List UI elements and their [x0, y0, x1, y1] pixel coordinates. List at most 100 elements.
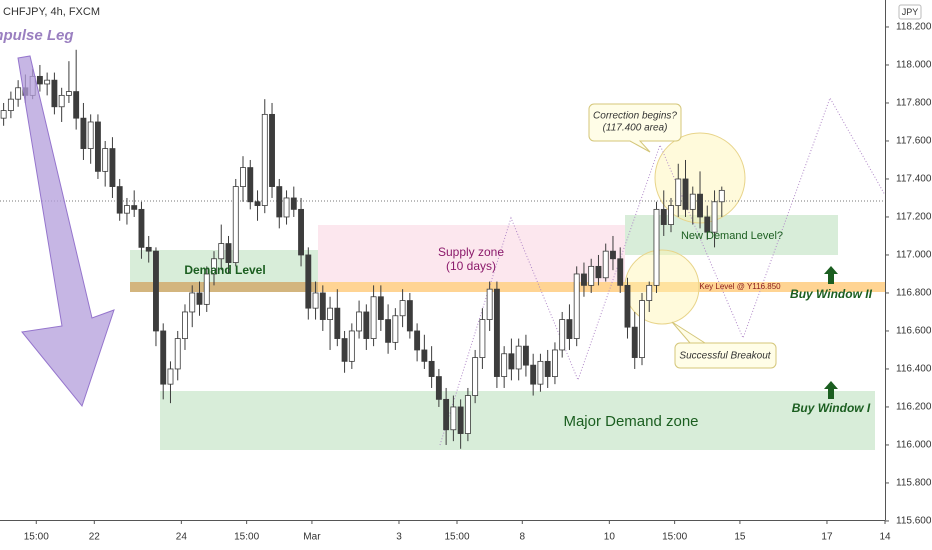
- candle-body: [145, 246, 152, 252]
- candle-body: [51, 79, 58, 108]
- candle-body: [36, 75, 43, 85]
- candle-body: [581, 273, 587, 286]
- candle-body: [559, 319, 566, 351]
- candle-body: [515, 345, 522, 370]
- candle-body: [348, 330, 355, 362]
- candle-body: [479, 319, 486, 358]
- impulse-arrow: [17, 55, 115, 408]
- x-tick-label: 24: [176, 532, 188, 543]
- candle-body: [356, 311, 363, 332]
- candle-body: [116, 186, 123, 214]
- candle-body: [73, 91, 80, 119]
- currency-label: JPY: [902, 7, 919, 17]
- candle-body: [610, 250, 616, 260]
- candle-body: [341, 338, 348, 362]
- impulse-label: Impulse Leg: [0, 27, 74, 44]
- x-tick-label: Mar: [303, 532, 321, 543]
- candle-body: [269, 113, 275, 187]
- candle-body: [544, 360, 551, 377]
- y-tick-label: 116.800: [896, 288, 932, 299]
- zone-label: Major Demand zone: [563, 413, 698, 430]
- candle-body: [319, 292, 326, 320]
- candle-body: [80, 117, 87, 149]
- y-tick-label: 116.600: [896, 326, 932, 337]
- x-tick-label: 22: [89, 532, 101, 543]
- chart-title: CHFJPY, 4h, FXCM: [3, 6, 100, 18]
- candle-body: [44, 79, 51, 85]
- candle-body: [218, 243, 225, 260]
- candle-body: [682, 178, 689, 210]
- candle-body: [522, 345, 529, 366]
- candle-body: [94, 121, 101, 172]
- candle-body: [305, 254, 312, 309]
- x-tick-label: 15:00: [662, 532, 687, 543]
- buy-window-label: Buy Window II: [790, 287, 873, 301]
- candle-body: [689, 193, 696, 210]
- key-level-label: Key Level @ Y116.850: [699, 282, 781, 291]
- zone-label: (10 days): [446, 259, 496, 273]
- candle-body: [124, 205, 130, 214]
- candle-body: [646, 284, 653, 301]
- candle-body: [174, 338, 181, 370]
- candle-body: [639, 300, 645, 358]
- x-tick-label: 3: [396, 532, 402, 543]
- key-level-overlap: [130, 282, 318, 292]
- candle-body: [472, 357, 479, 396]
- candle-body: [283, 197, 290, 218]
- y-tick-label: 116.000: [896, 440, 932, 451]
- candle-body: [508, 353, 515, 370]
- candle-body: [138, 208, 145, 248]
- candle-body: [450, 406, 457, 431]
- candle-body: [385, 319, 392, 343]
- candle-body: [457, 406, 464, 434]
- currency-badge: [898, 4, 922, 20]
- y-tick-label: 117.600: [896, 136, 932, 147]
- candle-body: [298, 208, 304, 256]
- candle-body: [443, 398, 450, 431]
- candle-body: [428, 360, 435, 377]
- callout-text: (117.400 area): [603, 123, 668, 134]
- candle-body: [493, 288, 500, 377]
- candle-body: [327, 307, 334, 320]
- candle-body: [65, 91, 72, 96]
- candle-body: [392, 315, 399, 343]
- y-tick-label: 118.000: [896, 60, 932, 71]
- candle-body: [334, 307, 341, 339]
- callout: [588, 103, 682, 153]
- candle-body: [240, 167, 246, 187]
- x-tick-label: 15:00: [234, 532, 259, 543]
- candle-body: [624, 284, 631, 328]
- candle-body: [203, 273, 210, 305]
- candle-body: [406, 300, 413, 332]
- candle-body: [102, 148, 109, 172]
- candle-body: [464, 395, 471, 434]
- candle-body: [566, 319, 573, 339]
- supply-zone: [318, 225, 625, 282]
- x-tick-label: 15: [734, 532, 746, 543]
- candle-body: [617, 258, 624, 286]
- x-tick-label: 14: [879, 532, 891, 543]
- candle-body: [377, 296, 384, 320]
- y-tick-label: 115.600: [896, 516, 932, 527]
- candle-body: [668, 205, 674, 225]
- x-tick-label: 10: [604, 532, 616, 543]
- candle-body: [704, 216, 711, 233]
- candle-body: [225, 243, 232, 263]
- candle-body: [486, 288, 493, 320]
- up-arrow: [824, 381, 838, 399]
- zone-label: Demand Level: [184, 263, 265, 277]
- y-tick-label: 117.200: [896, 212, 932, 223]
- candle-body: [211, 258, 217, 275]
- candle-body: [261, 113, 268, 206]
- zone-label: Supply zone: [438, 245, 504, 259]
- callout: [671, 321, 777, 369]
- candle-body: [718, 189, 725, 203]
- candle-body: [290, 197, 297, 210]
- candle-body: [370, 296, 377, 339]
- major-demand-zone: [160, 391, 875, 450]
- y-tick-label: 116.200: [896, 402, 932, 413]
- candle-body: [631, 326, 638, 358]
- candle-body: [435, 376, 442, 400]
- candle-body: [602, 250, 609, 279]
